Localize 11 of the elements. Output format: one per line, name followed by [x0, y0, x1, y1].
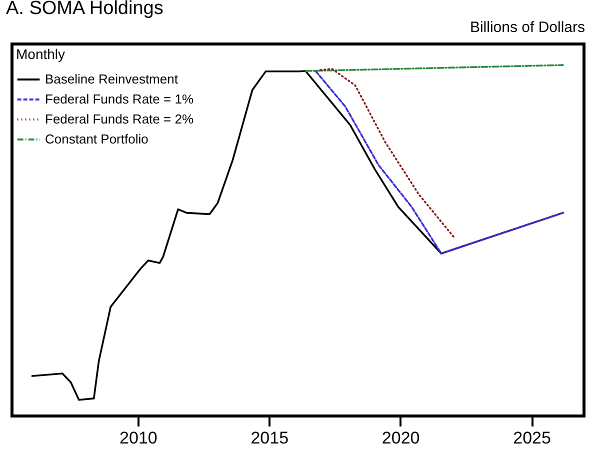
- legend-label: Federal Funds Rate = 1%: [45, 92, 194, 106]
- legend-label: Baseline Reinvestment: [45, 72, 178, 86]
- legend-label: Federal Funds Rate = 2%: [45, 112, 194, 126]
- x-tick-label: 2015: [250, 428, 289, 448]
- legend-title: Monthly: [16, 46, 66, 62]
- x-tick-label: 2010: [120, 428, 158, 448]
- x-tick-label: 2025: [513, 428, 551, 448]
- legend-label: Constant Portfolio: [45, 132, 148, 146]
- y-axis-title: Billions of Dollars: [470, 19, 585, 36]
- chart-title: A. SOMA Holdings: [6, 0, 164, 20]
- x-tick-label: 2020: [382, 428, 420, 448]
